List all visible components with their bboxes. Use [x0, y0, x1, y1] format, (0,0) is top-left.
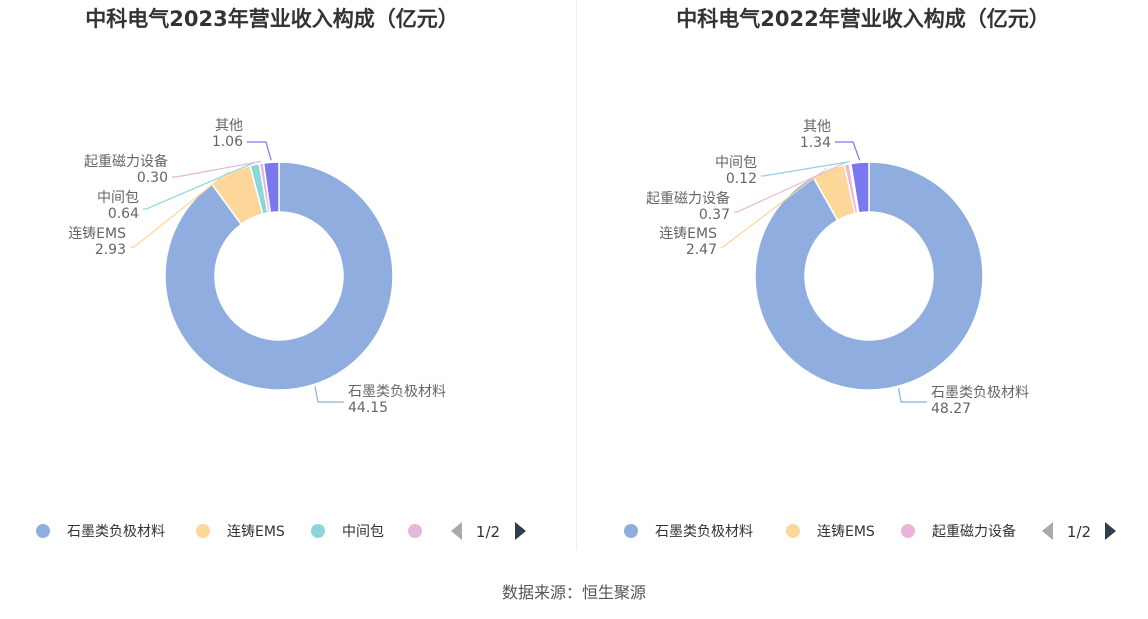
label-name-other: 其他 — [803, 119, 831, 135]
chart-title: 中科电气2022年营业收入构成（亿元） — [676, 7, 1049, 31]
legend-marker — [901, 524, 915, 538]
donut-chart-2022: 中科电气2022年营业收入构成（亿元） 石墨类负极材料48.27连铸EMS2.4… — [624, 7, 1116, 541]
legend-next-page-icon[interactable] — [1105, 522, 1116, 540]
leader-line-lifting-magnet — [734, 161, 847, 213]
label-name-tundish: 中间包 — [97, 190, 139, 206]
source-note: 数据来源：恒生聚源 — [501, 583, 646, 602]
label-name-graphite-anode: 石墨类负极材料 — [931, 385, 1029, 401]
slice-other[interactable] — [262, 161, 280, 214]
leader-line-casting-ems — [721, 167, 828, 248]
label-value-tundish: 0.64 — [108, 206, 139, 222]
legend-label: 中间包 — [342, 524, 384, 540]
leader-line-other — [835, 141, 861, 161]
leader-line-graphite-anode — [897, 388, 927, 403]
label-name-casting-ems: 连铸EMS — [68, 226, 126, 242]
label-name-lifting-magnet: 起重磁力设备 — [84, 153, 168, 170]
slices-group — [164, 161, 394, 391]
legend-item-lifting-magnet[interactable]: 起重磁力设备 — [901, 523, 1016, 540]
legend-item-casting-ems[interactable]: 连铸EMS — [786, 524, 875, 540]
legend-marker — [311, 524, 325, 538]
legend-label: 石墨类负极材料 — [655, 524, 753, 540]
chart-panel-2023: 中科电气2023年营业收入构成（亿元） 石墨类负极材料 44.15 连铸EMS 2.9… — [0, 0, 576, 550]
leader-line-graphite-anode — [314, 386, 344, 403]
label-name-lifting-magnet: 起重磁力设备 — [646, 190, 730, 207]
legend-marker — [624, 524, 638, 538]
slices-group — [754, 161, 984, 391]
label-value-lifting-magnet: 0.37 — [699, 207, 730, 223]
leader-line-lifting-magnet — [172, 160, 262, 178]
leader-line-other — [247, 141, 272, 161]
legend-label: 起重磁力设备 — [932, 523, 1016, 540]
legend-item-partial[interactable] — [408, 524, 422, 538]
legend-label: 连铸EMS — [227, 524, 285, 540]
legend-label: 石墨类负极材料 — [67, 524, 165, 540]
legend-marker — [36, 524, 50, 538]
leader-line-tundish — [761, 161, 850, 177]
slice-other[interactable] — [849, 161, 870, 214]
label-value-other: 1.06 — [212, 134, 243, 150]
legend-page-indicator: 1/2 — [476, 523, 500, 541]
legend-marker — [786, 524, 800, 538]
legend-marker — [196, 524, 210, 538]
slice-graphite-anode[interactable] — [164, 161, 394, 391]
label-value-casting-ems: 2.93 — [95, 242, 126, 258]
legend-item-graphite-anode[interactable]: 石墨类负极材料 — [36, 524, 165, 540]
label-value-tundish: 0.12 — [726, 171, 757, 187]
leader-line-tundish — [143, 162, 255, 210]
label-name-casting-ems: 连铸EMS — [659, 226, 717, 242]
donut-chart-2023: 中科电气2023年营业收入构成（亿元） 石墨类负极材料44.15连铸EMS2.9… — [36, 7, 526, 541]
legend: 石墨类负极材料 连铸EMS 起重磁力设备 1/2 — [624, 522, 1116, 541]
chart-panel-2022: 中科电气2022年营业收入构成（亿元） 石墨类负极材料 48.27 连铸EMS 2.4… — [577, 0, 1148, 550]
legend-next-page-icon[interactable] — [515, 522, 526, 540]
label-value-lifting-magnet: 0.30 — [137, 170, 168, 186]
label-name-graphite-anode: 石墨类负极材料 — [348, 384, 446, 400]
legend-item-graphite-anode[interactable]: 石墨类负极材料 — [624, 524, 753, 540]
legend-prev-page-icon[interactable] — [451, 522, 462, 540]
label-value-other: 1.34 — [800, 135, 831, 151]
label-value-graphite-anode: 48.27 — [931, 401, 971, 417]
legend-label: 连铸EMS — [817, 524, 875, 540]
chart-title: 中科电气2023年营业收入构成（亿元） — [85, 7, 458, 31]
legend: 石墨类负极材料 连铸EMS 中间包 1/2 — [36, 522, 526, 541]
slice-graphite-anode[interactable] — [754, 161, 984, 391]
legend-item-casting-ems[interactable]: 连铸EMS — [196, 524, 285, 540]
label-name-other: 其他 — [215, 118, 243, 134]
legend-prev-page-icon[interactable] — [1042, 522, 1053, 540]
label-value-casting-ems: 2.47 — [686, 242, 717, 258]
legend-page-indicator: 1/2 — [1067, 523, 1091, 541]
legend-marker — [408, 524, 422, 538]
leader-line-casting-ems — [130, 170, 230, 248]
label-name-tundish: 中间包 — [715, 155, 757, 171]
legend-item-tundish[interactable]: 中间包 — [311, 524, 384, 540]
label-value-graphite-anode: 44.15 — [348, 400, 388, 416]
panel-divider — [576, 0, 577, 550]
